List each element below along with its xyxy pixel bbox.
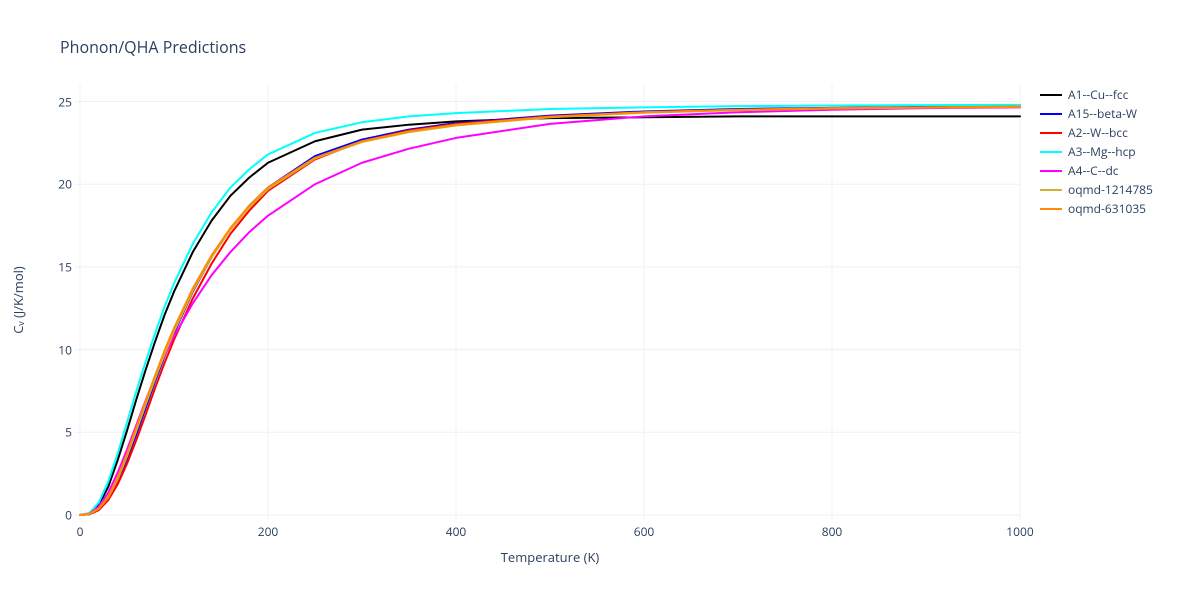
- x-tick-label: 1000: [1006, 523, 1033, 540]
- legend-swatch: [1040, 113, 1062, 115]
- plot-area[interactable]: [80, 85, 1020, 515]
- y-axis-label: Cᵥ (J/K/mol): [9, 266, 27, 334]
- chart-title: Phonon/QHA Predictions: [60, 36, 246, 58]
- legend[interactable]: A1--Cu--fcc A15--beta-W A2--W--bcc A3--Mg--…: [1040, 85, 1153, 218]
- y-tick-label: 0: [42, 507, 72, 524]
- legend-item[interactable]: A3--Mg--hcp: [1040, 142, 1153, 161]
- legend-label: oqmd-631035: [1068, 200, 1146, 217]
- x-axis-label: Temperature (K): [501, 548, 600, 566]
- x-tick-label: 400: [446, 523, 467, 540]
- legend-label: A3--Mg--hcp: [1068, 143, 1136, 160]
- legend-item[interactable]: A1--Cu--fcc: [1040, 85, 1153, 104]
- series-line[interactable]: [80, 107, 1020, 515]
- series-line[interactable]: [80, 107, 1020, 516]
- legend-label: A1--Cu--fcc: [1068, 86, 1128, 103]
- legend-item[interactable]: oqmd-1214785: [1040, 180, 1153, 199]
- legend-swatch: [1040, 189, 1062, 191]
- series-line[interactable]: [80, 116, 1020, 515]
- series-line[interactable]: [80, 105, 1020, 515]
- x-tick-label: 200: [258, 523, 279, 540]
- x-tick-label: 0: [77, 523, 84, 540]
- legend-label: A4--C--dc: [1068, 162, 1119, 179]
- series-line[interactable]: [80, 107, 1020, 516]
- legend-swatch: [1040, 132, 1062, 134]
- legend-swatch: [1040, 94, 1062, 96]
- series-line[interactable]: [80, 107, 1020, 516]
- legend-label: A2--W--bcc: [1068, 124, 1128, 141]
- y-tick-label: 15: [42, 258, 72, 275]
- legend-swatch: [1040, 208, 1062, 210]
- y-tick-label: 10: [42, 341, 72, 358]
- legend-item[interactable]: oqmd-631035: [1040, 199, 1153, 218]
- legend-item[interactable]: A2--W--bcc: [1040, 123, 1153, 142]
- x-tick-label: 800: [822, 523, 843, 540]
- x-tick-label: 600: [634, 523, 655, 540]
- legend-label: oqmd-1214785: [1068, 181, 1153, 198]
- legend-item[interactable]: A15--beta-W: [1040, 104, 1153, 123]
- legend-swatch: [1040, 151, 1062, 153]
- y-tick-label: 20: [42, 176, 72, 193]
- y-tick-label: 25: [42, 93, 72, 110]
- y-tick-label: 5: [42, 424, 72, 441]
- legend-label: A15--beta-W: [1068, 105, 1137, 122]
- series-line[interactable]: [80, 107, 1020, 515]
- chart-container: Phonon/QHA Predictions Cᵥ (J/K/mol) Temp…: [0, 0, 1200, 600]
- legend-item[interactable]: A4--C--dc: [1040, 161, 1153, 180]
- legend-swatch: [1040, 170, 1062, 172]
